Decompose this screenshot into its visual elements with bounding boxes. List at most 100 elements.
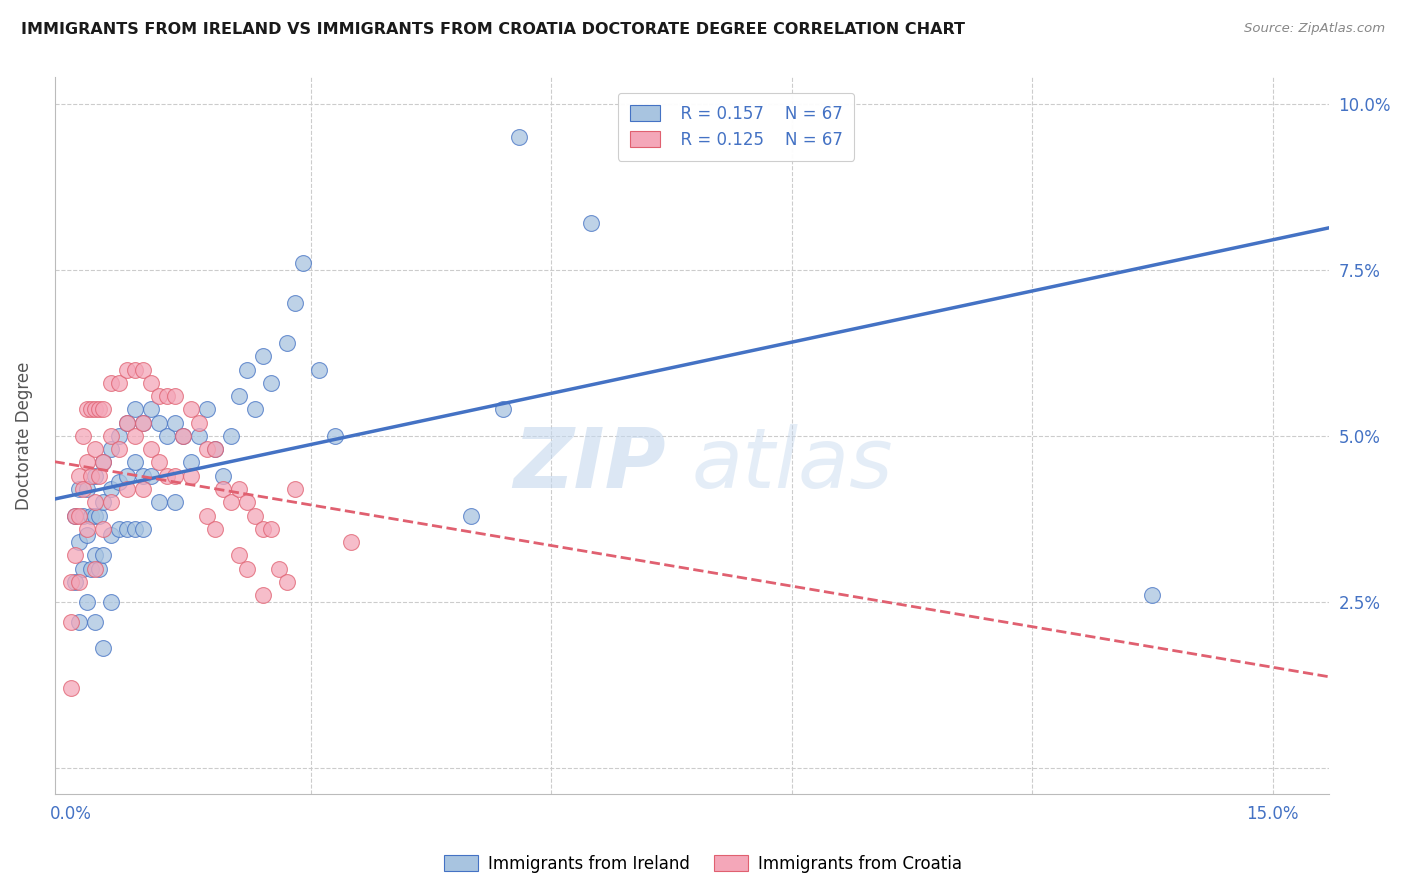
Point (100, 595, 122, 609)
Point (131, 416, 153, 430)
Point (276, 574, 298, 589)
Point (115, 482, 138, 496)
Point (139, 442, 162, 457)
Point (91, 641, 114, 656)
Point (163, 416, 186, 430)
Point (148, 416, 170, 430)
Point (63, 508, 86, 523)
Point (76, 455, 98, 469)
Point (124, 402, 146, 417)
Point (91, 455, 114, 469)
Point (59, 574, 82, 589)
Point (91, 402, 114, 417)
Point (100, 528, 122, 542)
Point (156, 389, 179, 403)
Point (172, 429, 194, 443)
Point (252, 588, 274, 602)
Point (79, 508, 101, 523)
Point (72, 429, 94, 443)
Point (236, 362, 259, 376)
Point (67, 574, 90, 589)
Point (195, 508, 218, 523)
Point (131, 362, 153, 376)
Point (291, 256, 314, 270)
Point (63, 549, 86, 563)
Point (243, 508, 266, 523)
Point (267, 562, 290, 576)
Point (67, 482, 90, 496)
Point (67, 508, 90, 523)
Point (131, 482, 153, 496)
Point (260, 376, 283, 390)
Point (139, 468, 162, 483)
Point (124, 362, 146, 376)
Point (195, 442, 218, 457)
Point (83, 562, 105, 576)
Point (148, 389, 170, 403)
Legend:   R = 0.157    N = 67,   R = 0.125    N = 67: R = 0.157 N = 67, R = 0.125 N = 67 (619, 93, 855, 161)
Point (124, 429, 146, 443)
Legend: Immigrants from Ireland, Immigrants from Croatia: Immigrants from Ireland, Immigrants from… (437, 848, 969, 880)
Point (228, 549, 250, 563)
Point (581, 217, 603, 231)
Point (187, 429, 209, 443)
Point (252, 522, 274, 536)
Point (79, 468, 101, 483)
Point (91, 495, 114, 509)
Point (83, 495, 105, 509)
Point (87, 508, 110, 523)
Point (284, 482, 307, 496)
Point (211, 482, 233, 496)
Point (124, 455, 146, 469)
Point (83, 508, 105, 523)
Point (91, 549, 114, 563)
Point (131, 468, 153, 483)
Point (76, 595, 98, 609)
Point (83, 402, 105, 417)
Point (72, 508, 94, 523)
Point (236, 562, 259, 576)
Point (63, 574, 86, 589)
Y-axis label: Doctorate Degree: Doctorate Degree (15, 362, 32, 510)
Point (148, 495, 170, 509)
Point (211, 468, 233, 483)
Point (340, 535, 363, 549)
Point (76, 482, 98, 496)
Text: IMMIGRANTS FROM IRELAND VS IMMIGRANTS FROM CROATIA DOCTORATE DEGREE CORRELATION : IMMIGRANTS FROM IRELAND VS IMMIGRANTS FR… (21, 22, 965, 37)
Point (59, 615, 82, 629)
Point (180, 468, 202, 483)
Point (115, 416, 138, 430)
Text: Source: ZipAtlas.com: Source: ZipAtlas.com (1244, 22, 1385, 36)
Point (100, 495, 122, 509)
Point (67, 615, 90, 629)
Point (508, 130, 530, 145)
Point (115, 416, 138, 430)
Point (107, 376, 129, 390)
Point (91, 522, 114, 536)
Point (1142, 588, 1164, 602)
Point (72, 562, 94, 576)
Point (180, 455, 202, 469)
Point (83, 615, 105, 629)
Point (219, 495, 242, 509)
Point (460, 508, 482, 523)
Text: ZIP: ZIP (513, 424, 666, 505)
Point (148, 455, 170, 469)
Point (180, 402, 202, 417)
Point (204, 442, 226, 457)
Point (107, 522, 129, 536)
Point (276, 335, 298, 350)
Point (163, 495, 186, 509)
Point (260, 522, 283, 536)
Point (308, 362, 330, 376)
Point (139, 402, 162, 417)
Point (100, 482, 122, 496)
Text: atlas: atlas (692, 424, 893, 505)
Point (139, 376, 162, 390)
Point (63, 508, 86, 523)
Point (236, 495, 259, 509)
Point (156, 468, 179, 483)
Point (195, 402, 218, 417)
Point (100, 442, 122, 457)
Point (67, 468, 90, 483)
